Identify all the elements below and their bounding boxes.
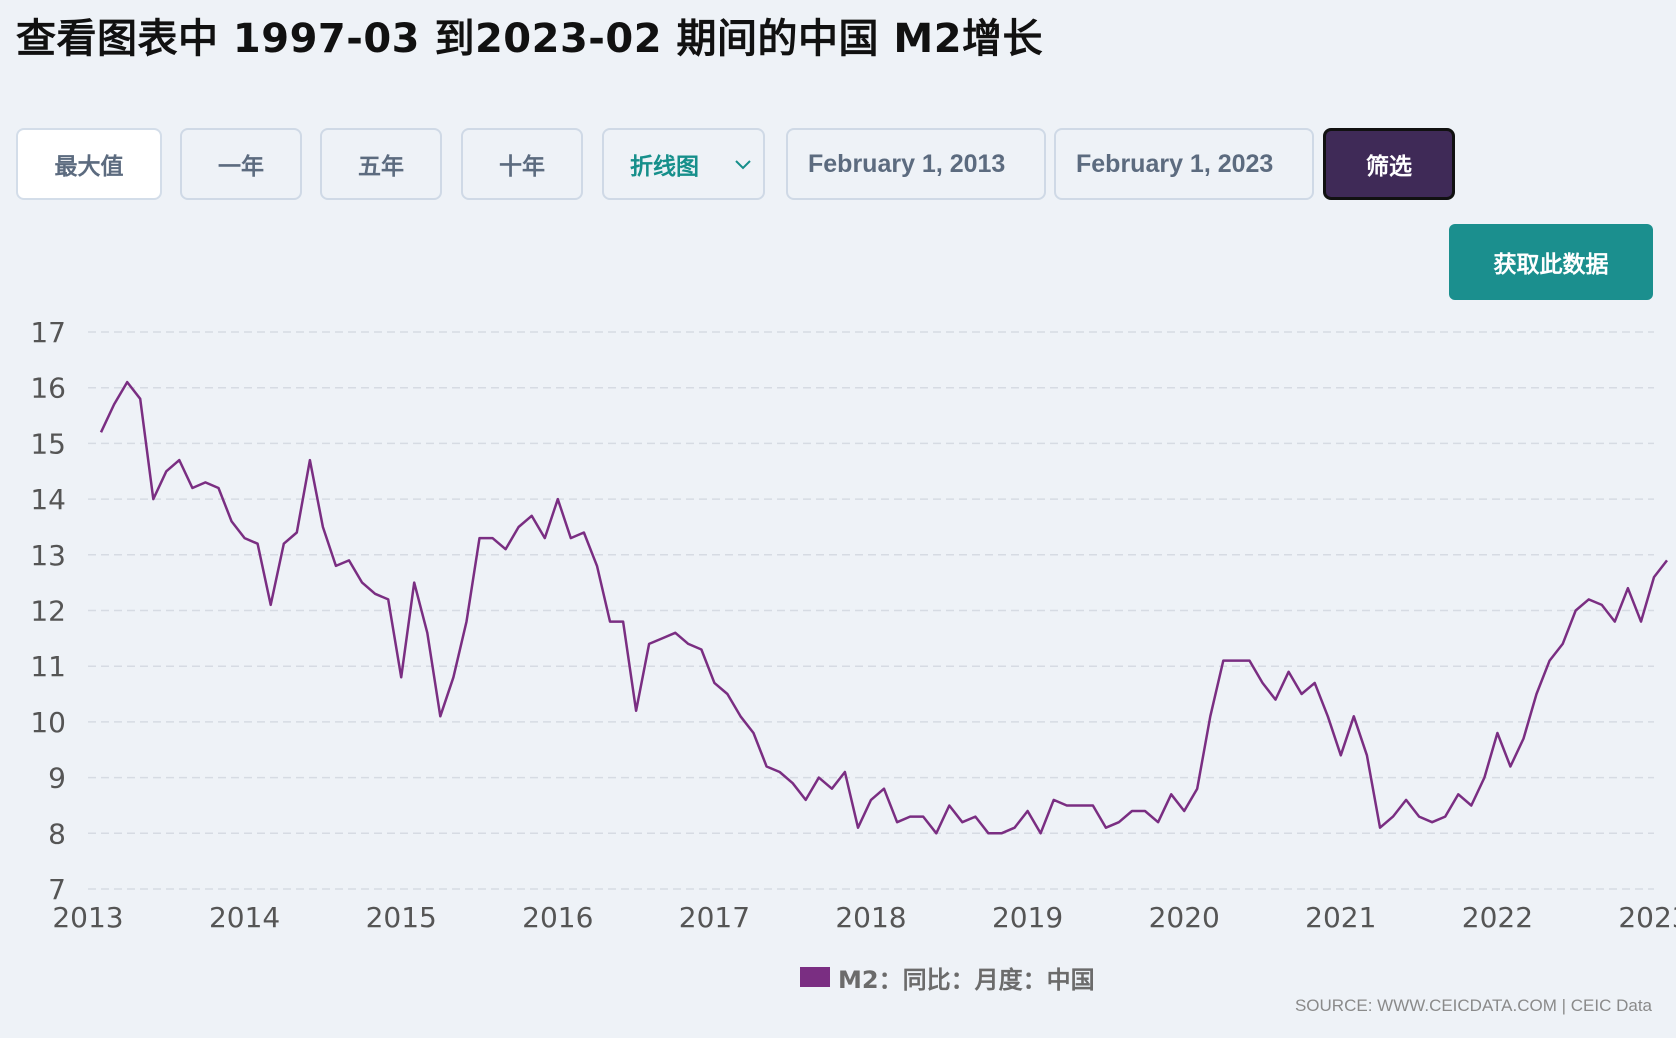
chart-series — [99, 380, 1668, 835]
y-axis: 7 8 9 10 11 12 13 14 15 16 17 — [30, 316, 66, 906]
x-axis: 2013 2014 2015 2016 2017 2018 2019 2020 2021 2022… — [52, 901, 1676, 934]
legend-swatch — [800, 967, 830, 987]
range-10y-button[interactable]: 十年 — [461, 128, 583, 200]
x-tick-label: 2020 — [1149, 901, 1220, 934]
end-date-input[interactable]: February 1, 2023 — [1054, 128, 1314, 200]
y-tick-label: 15 — [30, 427, 66, 460]
x-tick-label: 2018 — [835, 901, 906, 934]
x-tick-label: 2023 — [1618, 901, 1676, 934]
legend-label: M2：同比：月度：中国 — [838, 965, 1095, 994]
x-tick-label: 2021 — [1305, 901, 1376, 934]
x-tick-label: 2022 — [1462, 901, 1533, 934]
x-tick-label: 2013 — [52, 901, 123, 934]
x-tick-label: 2017 — [679, 901, 750, 934]
chart-type-label: 折线图 — [630, 154, 699, 180]
y-tick-label: 7 — [48, 873, 66, 906]
y-tick-label: 10 — [30, 706, 66, 739]
x-tick-label: 2014 — [209, 901, 280, 934]
y-tick-label: 17 — [30, 316, 66, 349]
chart-legend[interactable]: M2：同比：月度：中国 — [800, 962, 1095, 994]
chart-grid — [88, 331, 1654, 890]
chevron-down-icon — [731, 152, 755, 176]
x-tick-label: 2016 — [522, 901, 593, 934]
x-tick-label: 2019 — [992, 901, 1063, 934]
start-date-input[interactable]: February 1, 2013 — [786, 128, 1046, 200]
y-tick-label: 13 — [30, 539, 66, 572]
page-title: 查看图表中 1997-03 到2023-02 期间的中国 M2增长 — [16, 16, 1044, 62]
chart-type-select[interactable]: 折线图 — [602, 128, 765, 200]
range-1y-button[interactable]: 一年 — [180, 128, 302, 200]
range-max-button[interactable]: 最大值 — [16, 128, 162, 200]
x-tick-label: 2015 — [366, 901, 437, 934]
y-tick-label: 9 — [48, 762, 66, 795]
y-tick-label: 12 — [30, 595, 66, 628]
series-line — [99, 380, 1668, 835]
y-tick-label: 16 — [30, 372, 66, 405]
y-tick-label: 11 — [30, 650, 66, 683]
y-tick-label: 8 — [48, 817, 66, 850]
y-tick-label: 14 — [30, 483, 66, 516]
filter-button[interactable]: 筛选 — [1323, 128, 1455, 200]
source-note: SOURCE: WWW.CEICDATA.COM | CEIC Data — [1294, 996, 1652, 1015]
range-5y-button[interactable]: 五年 — [320, 128, 442, 200]
get-data-button[interactable]: 获取此数据 — [1449, 224, 1653, 300]
